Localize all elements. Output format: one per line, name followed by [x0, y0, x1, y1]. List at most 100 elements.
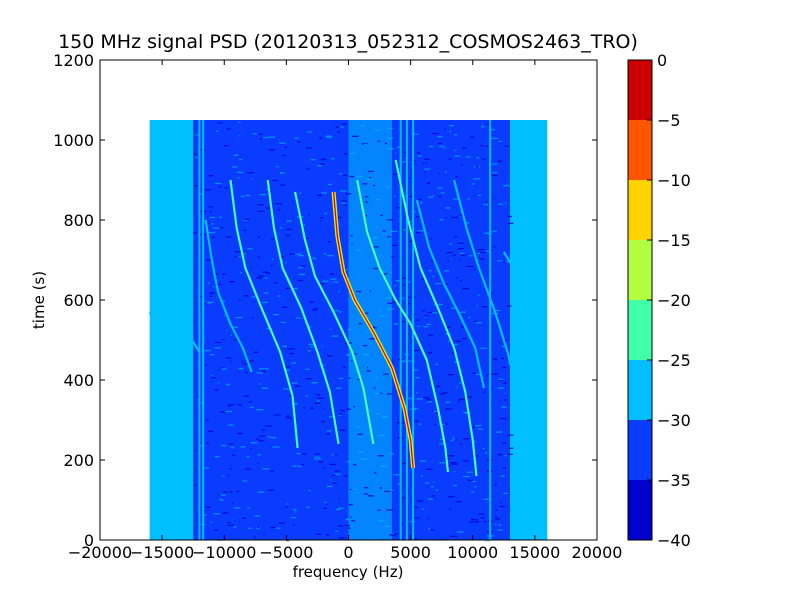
heatmap-noise-streak [341, 123, 347, 125]
heatmap-noise-streak [424, 168, 431, 170]
heatmap-noise-streak [362, 344, 368, 347]
heatmap-noise-streak [304, 368, 310, 371]
heatmap-noise-streak [450, 462, 457, 464]
heatmap-noise-streak [351, 242, 353, 245]
heatmap-noise-streak [439, 443, 445, 445]
heatmap-noise-streak [326, 433, 331, 435]
heatmap-noise-streak [494, 373, 499, 375]
heatmap-noise-streak [316, 194, 323, 196]
heatmap-noise-streak [357, 249, 361, 251]
heatmap-noise-streak [495, 309, 501, 312]
heatmap-noise-streak [446, 259, 451, 261]
heatmap-noise-streak [247, 172, 254, 174]
plot-area [99, 59, 598, 542]
heatmap-noise-streak [226, 128, 231, 130]
heatmap-noise-streak [285, 417, 292, 419]
heatmap-noise-streak [407, 455, 409, 457]
heatmap-noise-streak [222, 339, 225, 341]
heatmap-noise-streak [387, 308, 395, 310]
heatmap-noise-streak [271, 264, 273, 266]
heatmap-noise-streak [253, 351, 259, 353]
heatmap-noise-streak [482, 498, 489, 500]
heatmap-noise-streak [466, 471, 474, 473]
heatmap-noise-streak [447, 340, 450, 342]
heatmap-noise-streak [353, 406, 356, 408]
heatmap-noise-streak [471, 491, 475, 493]
heatmap-noise-streak [431, 529, 434, 531]
heatmap-noise-streak [321, 345, 323, 347]
heatmap-noise-streak [432, 275, 435, 278]
heatmap-noise-streak [320, 163, 325, 165]
heatmap-noise-streak [448, 465, 451, 467]
heatmap-noise-streak [376, 199, 381, 201]
heatmap-noise-streak [268, 149, 275, 151]
heatmap-noise-streak [486, 374, 489, 377]
heatmap-noise-streak [231, 446, 235, 449]
heatmap-noise-streak [457, 531, 464, 533]
heatmap-noise-streak [397, 483, 402, 485]
heatmap-noise-streak [427, 352, 433, 354]
heatmap-noise-streak [505, 392, 507, 395]
heatmap-noise-streak [310, 407, 314, 409]
heatmap-noise-streak [343, 366, 346, 368]
y-tick-label: 600 [63, 291, 94, 310]
heatmap-noise-streak [286, 503, 289, 505]
heatmap-noise-streak [228, 404, 235, 406]
heatmap-noise-streak [238, 367, 244, 370]
heatmap-noise-streak [318, 283, 325, 285]
heatmap-noise-streak [258, 439, 265, 442]
heatmap-noise-streak [314, 307, 318, 310]
heatmap-noise-streak [309, 326, 312, 328]
heatmap-noise-streak [229, 443, 233, 445]
heatmap-noise-streak [306, 147, 313, 149]
heatmap-noise-streak [310, 346, 313, 348]
heatmap-noise-streak [450, 535, 457, 538]
heatmap-noise-streak [242, 480, 248, 482]
heatmap-noise-streak [261, 387, 269, 389]
heatmap-noise-streak [254, 536, 257, 538]
heatmap-noise-streak [499, 379, 504, 381]
heatmap-noise-streak [404, 163, 407, 165]
heatmap-noise-streak [477, 428, 484, 430]
traces-layer [148, 159, 546, 477]
heatmap-noise-streak [277, 295, 281, 297]
heatmap-noise-streak [259, 368, 265, 370]
heatmap-noise-streak [455, 277, 458, 279]
heatmap-noise-streak [280, 184, 286, 186]
heatmap-edge-band [510, 120, 548, 540]
colorbar-tick-label: −40 [657, 531, 691, 550]
heatmap-noise-streak [448, 374, 455, 376]
x-tick-label: 5000 [390, 543, 431, 562]
heatmap-noise-streak [369, 177, 372, 179]
heatmap-noise-streak [448, 158, 452, 160]
heatmap-noise-streak [222, 512, 229, 514]
heatmap-noise-streak [421, 475, 423, 477]
heatmap-noise-streak [208, 301, 214, 303]
heatmap-noise-streak [371, 327, 377, 329]
heatmap-noise-streak [207, 222, 211, 225]
heatmap-noise-streak [321, 192, 328, 194]
doppler-trace [266, 179, 340, 445]
heatmap-noise-streak [473, 305, 476, 307]
heatmap-noise-streak [295, 253, 302, 255]
heatmap-noise-streak [306, 506, 310, 509]
heatmap-noise-streak [374, 392, 381, 394]
heatmap-noise-streak [247, 507, 250, 509]
heatmap-noise-streak [341, 200, 347, 202]
heatmap-noise-streak [327, 183, 333, 186]
heatmap-noise-streak [416, 398, 423, 400]
heatmap-noise-streak [270, 526, 276, 529]
heatmap-noise-streak [472, 441, 476, 443]
heatmap-noise-streak [479, 251, 487, 254]
heatmap-noise-streak [234, 256, 236, 258]
heatmap-noise-streak [471, 183, 475, 185]
heatmap-noise-streak [220, 494, 226, 496]
heatmap-noise-streak [400, 411, 404, 413]
heatmap-noise-streak [351, 223, 353, 225]
heatmap-noise-streak [373, 128, 375, 130]
heatmap-noise-streak [427, 498, 433, 500]
heatmap-noise-streak [394, 533, 399, 535]
heatmap-noise-streak [282, 345, 287, 348]
heatmap-noise-streak [206, 302, 211, 304]
heatmap-noise-streak [326, 485, 333, 488]
